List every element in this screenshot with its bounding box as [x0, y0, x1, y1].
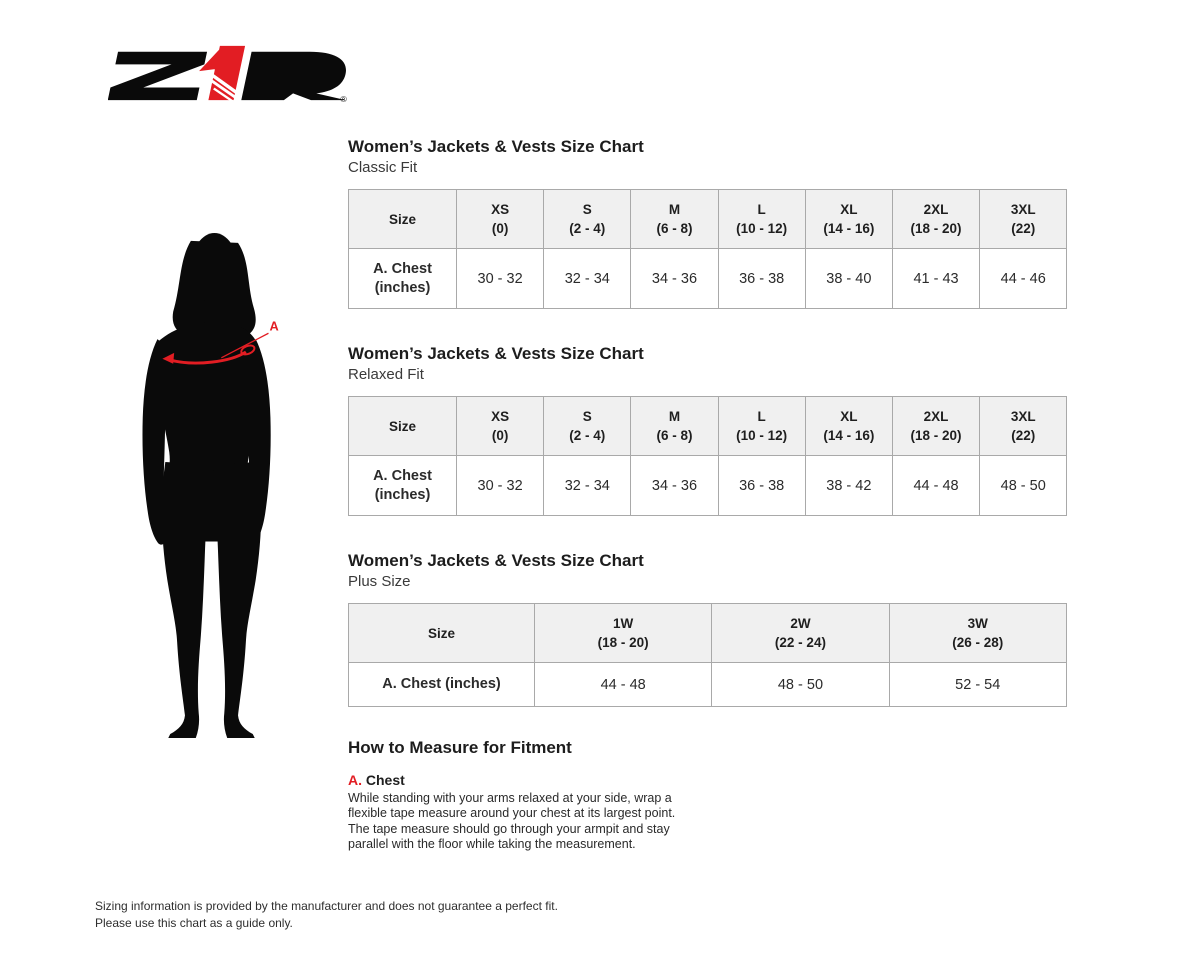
- logo-letter-1: [199, 45, 246, 101]
- value-cell: 36 - 38: [717, 455, 806, 516]
- col-header: XS (0): [455, 396, 545, 456]
- value-cell: 44 - 46: [979, 248, 1068, 309]
- size-table-relaxed-fit: Size XS (0) S (2 - 4) M (6 - 8) L (10 - 12) …: [348, 396, 1068, 516]
- size-table-plus-size: Size 1W (18 - 20) 2W (22 - 24) 3W (26 - 28)…: [348, 603, 1067, 707]
- col-header: L (10 - 12): [717, 396, 806, 456]
- section-title: Women’s Jackets & Vests Size Chart: [348, 137, 644, 156]
- chest-measurement-annotation: A: [162, 318, 279, 365]
- value-cell: 32 - 34: [543, 455, 632, 516]
- disclaimer-line-1: Sizing information is provided by the ma…: [95, 899, 558, 913]
- logo-stripes: [208, 71, 242, 105]
- value-cell: 36 - 38: [717, 248, 806, 309]
- value-cell: 38 - 42: [804, 455, 893, 516]
- value-cell: 41 - 43: [891, 248, 981, 309]
- col-header: 3XL (22): [979, 189, 1068, 249]
- section-relaxed-fit: Women’s Jackets & Vests Size Chart Relax…: [348, 343, 1068, 516]
- measure-label-cell: A. Chest (inches): [348, 662, 535, 707]
- table-header-row: Size XS (0) S (2 - 4) M (6 - 8) L (10 - 12) …: [348, 189, 1068, 249]
- col-header: M (6 - 8): [630, 189, 719, 249]
- col-header: 2W (22 - 24): [711, 603, 890, 663]
- registered-mark: ®: [340, 94, 347, 104]
- value-cell: 48 - 50: [979, 455, 1068, 516]
- section-title: Women’s Jackets & Vests Size Chart: [348, 344, 644, 363]
- value-cell: 30 - 32: [455, 455, 545, 516]
- measurement-figure: A: [128, 228, 295, 745]
- silhouette-left-arm: [142, 339, 168, 545]
- tape-loop: [240, 344, 256, 356]
- col-header: S (2 - 4): [543, 189, 632, 249]
- size-header-cell: Size: [348, 189, 457, 249]
- col-header: L (10 - 12): [717, 189, 806, 249]
- how-to-measure-section: How to Measure for Fitment A. Chest Whil…: [348, 737, 728, 853]
- col-header: XS (0): [455, 189, 545, 249]
- table-header-row: Size 1W (18 - 20) 2W (22 - 24) 3W (26 - 28): [348, 603, 1067, 663]
- z1r-logo-graphic: ®: [107, 45, 347, 105]
- section-classic-fit: Women’s Jackets & Vests Size Chart Class…: [348, 136, 1068, 309]
- table-data-row: A. Chest (inches) 44 - 48 48 - 50 52 - 5…: [348, 662, 1067, 707]
- measure-label-cell: A. Chest (inches): [348, 455, 457, 516]
- disclaimer-footer: Sizing information is provided by the ma…: [95, 898, 558, 932]
- col-header: 3XL (22): [979, 396, 1068, 456]
- value-cell: 44 - 48: [891, 455, 981, 516]
- section-subtitle: Plus Size: [348, 573, 411, 590]
- value-cell: 38 - 40: [804, 248, 893, 309]
- value-cell: 44 - 48: [533, 662, 713, 707]
- table-header-row: Size XS (0) S (2 - 4) M (6 - 8) L (10 - 12) …: [348, 396, 1068, 456]
- value-cell: 48 - 50: [711, 662, 890, 707]
- logo-letter-z: [107, 51, 208, 101]
- table-data-row: A. Chest (inches) 30 - 32 32 - 34 34 - 36…: [348, 455, 1068, 516]
- section-subtitle: Relaxed Fit: [348, 366, 424, 383]
- how-to-heading: How to Measure for Fitment: [348, 738, 572, 757]
- col-header: 2XL (18 - 20): [891, 189, 981, 249]
- col-header: XL (14 - 16): [804, 189, 893, 249]
- measure-label-cell: A. Chest (inches): [348, 248, 457, 309]
- annotation-label-a: A: [269, 318, 278, 333]
- value-cell: 30 - 32: [455, 248, 545, 309]
- section-title: Women’s Jackets & Vests Size Chart: [348, 551, 644, 570]
- section-subtitle: Classic Fit: [348, 159, 418, 176]
- value-cell: 34 - 36: [630, 248, 719, 309]
- col-header: XL (14 - 16): [804, 396, 893, 456]
- section-plus-size: Women’s Jackets & Vests Size Chart Plus …: [348, 550, 1067, 707]
- silhouette-right-leg: [213, 461, 262, 738]
- size-header-cell: Size: [348, 603, 535, 663]
- measure-item-heading: A. Chest: [348, 772, 728, 788]
- tape-arrowhead: [162, 352, 175, 364]
- table-data-row: A. Chest (inches) 30 - 32 32 - 34 34 - 36…: [348, 248, 1068, 309]
- col-header: 1W (18 - 20): [533, 603, 713, 663]
- annotation-pointer-line: [221, 332, 269, 359]
- silhouette-head: [190, 233, 239, 304]
- female-silhouette: A: [142, 233, 279, 738]
- measure-item-letter: A.: [348, 772, 362, 788]
- tape-arc: [168, 350, 247, 365]
- col-header: S (2 - 4): [543, 396, 632, 456]
- disclaimer-line-2: Please use this chart as a guide only.: [95, 916, 293, 930]
- logo-letter-r: [241, 51, 346, 101]
- silhouette-left-leg: [161, 461, 210, 738]
- z1r-logo: Z1R ®: [107, 44, 352, 105]
- col-header: 2XL (18 - 20): [891, 396, 981, 456]
- value-cell: 52 - 54: [888, 662, 1067, 707]
- value-cell: 32 - 34: [543, 248, 632, 309]
- size-table-classic-fit: Size XS (0) S (2 - 4) M (6 - 8) L (10 - 12) …: [348, 189, 1068, 309]
- col-header: 3W (26 - 28): [888, 603, 1067, 663]
- size-header-cell: Size: [348, 396, 457, 456]
- measure-item-title: Chest: [365, 772, 405, 788]
- value-cell: 34 - 36: [630, 455, 719, 516]
- col-header: M (6 - 8): [630, 396, 719, 456]
- measure-item-description: While standing with your arms relaxed at…: [348, 791, 676, 852]
